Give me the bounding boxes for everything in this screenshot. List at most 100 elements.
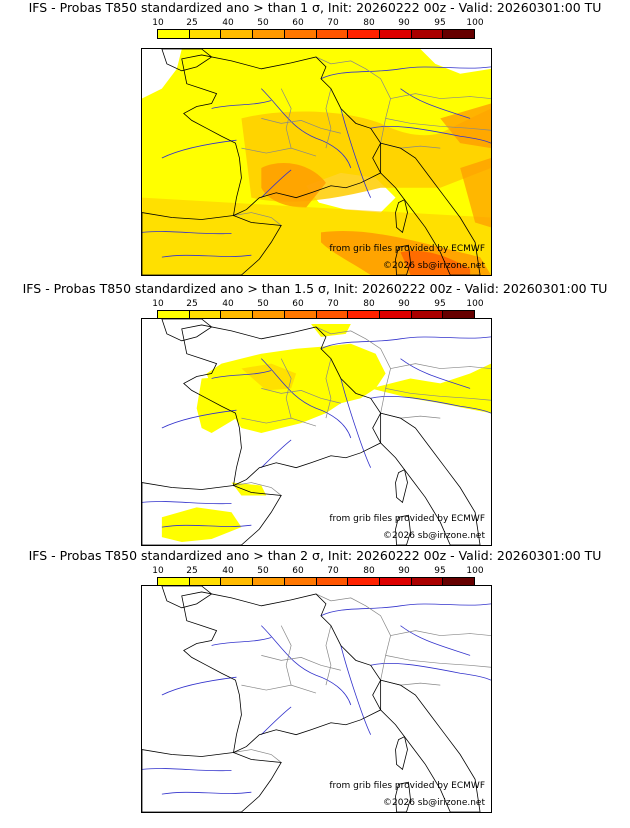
panel-title: IFS - Probas T850 standardized ano > tha…	[28, 0, 602, 15]
border-line	[241, 417, 317, 427]
river-line	[400, 358, 471, 389]
colorbar-tick-label: 95	[434, 18, 446, 28]
colorbar-segment	[379, 30, 412, 38]
colorbar-segment	[284, 311, 317, 319]
river-line	[370, 125, 491, 144]
colorbar-segment	[189, 578, 222, 586]
border-line	[280, 88, 292, 149]
coastline	[181, 591, 382, 754]
river-line	[340, 108, 372, 198]
river-line	[161, 409, 237, 429]
panel-title: IFS - Probas T850 standardized ano > tha…	[28, 548, 602, 563]
river-line	[261, 706, 292, 735]
border-line	[315, 326, 391, 414]
colorbar-segment	[221, 311, 254, 319]
border-line	[315, 593, 391, 681]
river-line	[211, 370, 272, 379]
colorbar-tick-label: 60	[292, 566, 304, 576]
border-line	[233, 482, 282, 496]
colorbar-tick-label: 40	[222, 566, 234, 576]
colorbar-segment	[189, 30, 222, 38]
colorbar-tick-label: 10	[152, 299, 164, 309]
colorbar-segment	[253, 578, 285, 586]
colorbar-segment	[379, 578, 412, 586]
border-line	[233, 749, 282, 763]
river-line	[340, 378, 372, 468]
colorbar-segment	[443, 578, 475, 586]
colorbar-segment	[348, 311, 380, 319]
probability-area-high	[440, 103, 491, 149]
colorbar-segment	[316, 311, 349, 319]
colorbar-segment	[158, 578, 190, 586]
river-line	[320, 336, 491, 350]
colorbar-tick-label: 90	[398, 299, 410, 309]
border-line	[385, 388, 491, 401]
probability-area-low	[311, 323, 351, 337]
colorbar-segment	[348, 30, 380, 38]
river-line	[142, 501, 232, 505]
river-line	[161, 254, 252, 258]
colorbar-tick-label: 40	[222, 18, 234, 28]
colorbar-segment	[253, 30, 285, 38]
map-area: from grib files provided by ECMWF ©2026 …	[141, 318, 492, 546]
coastline	[395, 469, 408, 504]
colorbar-segment	[443, 311, 475, 319]
colorbar-segment	[379, 311, 412, 319]
colorbar-segment	[411, 30, 444, 38]
colorbar-segment	[253, 311, 285, 319]
border-line	[241, 147, 317, 157]
probability-area-low	[231, 482, 267, 496]
probability-area-high	[261, 162, 326, 208]
colorbar-tick-label: 95	[434, 299, 446, 309]
colorbar-tick-label: 50	[257, 299, 269, 309]
colorbar-segment	[316, 578, 349, 586]
colorbar-tick-label: 70	[327, 18, 339, 28]
copyright-credit: ©2026 sb@irizone.net	[383, 798, 485, 808]
coastline	[395, 244, 411, 275]
colorbar-segment	[348, 578, 380, 586]
border-line	[325, 358, 332, 419]
map-area: from grib files provided by ECMWF ©2026 …	[141, 48, 492, 276]
river-line	[320, 603, 491, 617]
colorbar-tick-label: 25	[186, 299, 198, 309]
coastline	[142, 749, 282, 812]
coastline	[395, 514, 411, 545]
river-line	[261, 88, 352, 169]
colorbar-tick-label: 40	[222, 299, 234, 309]
probability-area-low	[370, 363, 491, 414]
river-line	[261, 169, 292, 198]
probability-area-mid	[241, 363, 297, 391]
colorbar-tick-label: 60	[292, 18, 304, 28]
coastline	[181, 324, 382, 487]
colorbar-tick-label: 80	[363, 18, 375, 28]
border-line	[390, 93, 491, 99]
colorbar-labels: 10 25 40 50 60 70 80 90 95 100	[140, 299, 490, 311]
river-line	[400, 625, 471, 656]
probability-area-peak	[400, 250, 471, 275]
coastline	[181, 54, 382, 217]
border-line	[241, 684, 317, 694]
river-line	[161, 524, 252, 528]
colorbar-tick-label: 50	[257, 566, 269, 576]
colorbar-tick-label: 70	[327, 566, 339, 576]
copyright-credit: ©2026 sb@irizone.net	[383, 531, 485, 541]
river-line	[370, 395, 491, 414]
river-line	[370, 662, 491, 681]
colorbar-tick-label: 60	[292, 299, 304, 309]
probability-area-low	[206, 343, 386, 433]
map-panel-3: IFS - Probas T850 standardized ano > tha…	[0, 548, 630, 818]
border-line	[280, 358, 292, 419]
colorbar-tick-label: 90	[398, 566, 410, 576]
border-line	[315, 56, 391, 144]
colorbar-tick-label: 10	[152, 566, 164, 576]
colorbar-tick-label: 95	[434, 566, 446, 576]
coastline	[395, 781, 411, 812]
colorbar-segment	[158, 30, 190, 38]
map-area: from grib files provided by ECMWF ©2026 …	[141, 585, 492, 813]
coastline	[161, 319, 213, 342]
coastline	[142, 212, 282, 275]
no-signal-area	[142, 49, 182, 99]
border-line	[325, 88, 332, 149]
border-line	[280, 625, 292, 686]
river-line	[340, 645, 372, 735]
